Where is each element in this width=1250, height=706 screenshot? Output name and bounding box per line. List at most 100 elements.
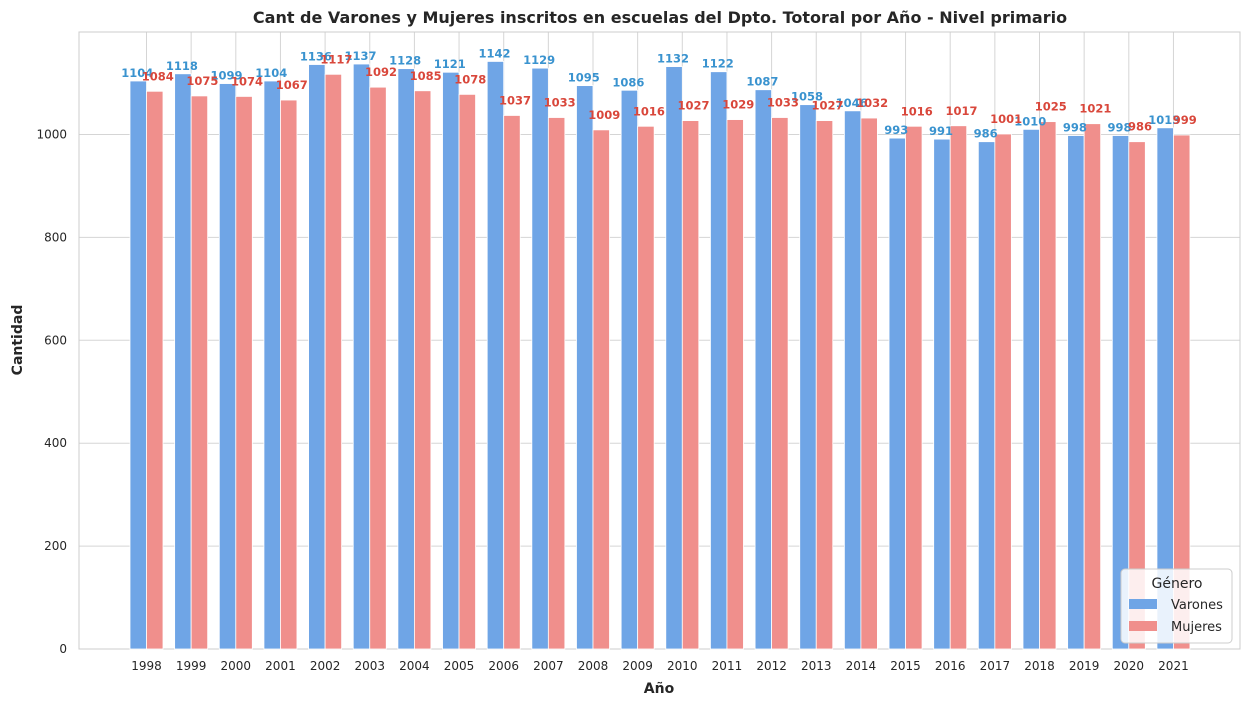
bar-varones bbox=[665, 66, 683, 650]
bar-varones bbox=[888, 137, 906, 650]
bar-mujeres bbox=[1128, 141, 1146, 650]
bar-mujeres bbox=[681, 120, 700, 650]
bar-mujeres bbox=[547, 117, 566, 650]
x-tick-label: 2008 bbox=[578, 659, 609, 673]
value-label-mujeres: 1025 bbox=[1035, 100, 1067, 114]
value-label-mujeres: 1117 bbox=[320, 52, 352, 66]
x-tick-label: 2013 bbox=[801, 659, 832, 673]
value-label-varones: 986 bbox=[974, 127, 998, 141]
bar-mujeres bbox=[860, 117, 878, 650]
value-label-varones: 1087 bbox=[746, 75, 778, 89]
value-label-varones: 998 bbox=[1063, 121, 1087, 135]
bar-varones bbox=[218, 83, 237, 650]
value-label-varones: 1046 bbox=[836, 96, 868, 110]
x-tick-label: 2010 bbox=[667, 659, 698, 673]
bar-varones bbox=[486, 61, 505, 650]
bar-varones bbox=[844, 110, 862, 650]
bar-mujeres bbox=[146, 90, 164, 650]
bar-varones bbox=[129, 80, 147, 650]
chart-title: Cant de Varones y Mujeres inscritos en e… bbox=[253, 8, 1067, 27]
bar-mujeres bbox=[324, 73, 343, 650]
x-tick-label: 2000 bbox=[221, 659, 252, 673]
legend-swatch-mujeres bbox=[1129, 621, 1157, 631]
value-label-mujeres: 1001 bbox=[990, 112, 1022, 126]
x-tick-label: 2011 bbox=[712, 659, 743, 673]
value-label-mujeres: 999 bbox=[1173, 113, 1197, 127]
value-label-mujeres: 1067 bbox=[276, 78, 308, 92]
value-label-varones: 1128 bbox=[389, 54, 421, 68]
x-tick-label: 2016 bbox=[935, 659, 966, 673]
x-tick-label: 2012 bbox=[756, 659, 787, 673]
bar-varones bbox=[1022, 128, 1040, 650]
bar-mujeres bbox=[1173, 134, 1191, 650]
y-tick-label: 800 bbox=[44, 230, 67, 244]
bar-varones bbox=[977, 141, 996, 650]
value-label-varones: 1095 bbox=[568, 71, 600, 85]
value-label-varones: 1142 bbox=[478, 46, 510, 60]
x-tick-label: 2001 bbox=[265, 659, 296, 673]
value-label-varones: 1132 bbox=[657, 52, 689, 66]
bar-mujeres bbox=[1039, 121, 1057, 650]
value-label-mujeres: 1032 bbox=[856, 96, 888, 110]
x-tick-label: 2020 bbox=[1114, 659, 1145, 673]
bar-varones bbox=[531, 67, 549, 650]
bar-varones bbox=[308, 64, 326, 650]
x-tick-label: 2005 bbox=[444, 659, 475, 673]
bar-varones bbox=[799, 104, 817, 650]
value-label-varones: 1136 bbox=[300, 50, 332, 64]
bar-mujeres bbox=[458, 93, 476, 650]
bar-mujeres bbox=[413, 90, 432, 650]
legend-label-varones: Varones bbox=[1171, 598, 1223, 613]
value-label-mujeres: 1027 bbox=[811, 99, 843, 113]
value-label-mujeres: 1084 bbox=[142, 69, 174, 83]
bar-varones bbox=[576, 85, 594, 650]
bar-mujeres bbox=[592, 129, 610, 650]
y-tick-label: 600 bbox=[44, 333, 67, 347]
bar-mujeres bbox=[726, 119, 744, 650]
bars bbox=[129, 61, 1191, 650]
value-label-varones: 1137 bbox=[344, 49, 376, 63]
x-tick-label: 2006 bbox=[488, 659, 519, 673]
value-label-mujeres: 1074 bbox=[231, 74, 263, 88]
bar-varones bbox=[933, 138, 951, 650]
bar-mujeres bbox=[1083, 123, 1102, 650]
value-label-varones: 1086 bbox=[612, 75, 644, 89]
bar-varones bbox=[263, 80, 281, 650]
bar-mujeres bbox=[280, 99, 298, 650]
value-label-mujeres: 1029 bbox=[722, 98, 754, 112]
legend: Género Varones Mujeres bbox=[1120, 568, 1233, 644]
bar-varones bbox=[620, 89, 639, 650]
value-label-mujeres: 1016 bbox=[901, 104, 933, 118]
bar-varones bbox=[397, 68, 415, 650]
bar-mujeres bbox=[637, 125, 655, 650]
value-label-mujeres: 1033 bbox=[544, 96, 576, 110]
bar-mujeres bbox=[815, 120, 834, 650]
value-label-varones: 993 bbox=[884, 123, 908, 137]
x-tick-labels: 1998 1999 2000 2001 2002 2003 2004 2005 2006 2007… bbox=[131, 659, 1188, 673]
bar-varones bbox=[442, 71, 460, 650]
x-tick-label: 2015 bbox=[890, 659, 921, 673]
value-label-varones: 1104 bbox=[121, 66, 153, 80]
legend-title: Género bbox=[1152, 576, 1203, 592]
value-label-varones: 1122 bbox=[702, 57, 734, 71]
bar-varones bbox=[352, 63, 371, 650]
value-label-mujeres: 1085 bbox=[410, 69, 442, 83]
value-labels: 1104 1118 1099 1104 1136 1137 1128 1121 1142 1129… bbox=[121, 46, 1196, 140]
x-tick-label: 2019 bbox=[1069, 659, 1100, 673]
bar-mujeres bbox=[905, 125, 923, 650]
legend-label-mujeres: Mujeres bbox=[1171, 620, 1222, 635]
bar-mujeres bbox=[190, 95, 209, 650]
x-tick-label: 2021 bbox=[1158, 659, 1189, 673]
bar-mujeres bbox=[771, 117, 789, 650]
y-axis-label: Cantidad bbox=[10, 305, 26, 376]
value-label-varones: 1129 bbox=[523, 53, 555, 67]
x-tick-label: 2002 bbox=[310, 659, 341, 673]
bar-varones bbox=[754, 89, 772, 650]
bar-mujeres bbox=[994, 133, 1012, 650]
value-label-mujeres: 1009 bbox=[588, 108, 620, 122]
y-tick-label: 1000 bbox=[36, 128, 67, 142]
bar-mujeres bbox=[235, 96, 253, 650]
x-axis-label: Año bbox=[644, 681, 675, 697]
value-label-mujeres: 1075 bbox=[186, 74, 218, 88]
